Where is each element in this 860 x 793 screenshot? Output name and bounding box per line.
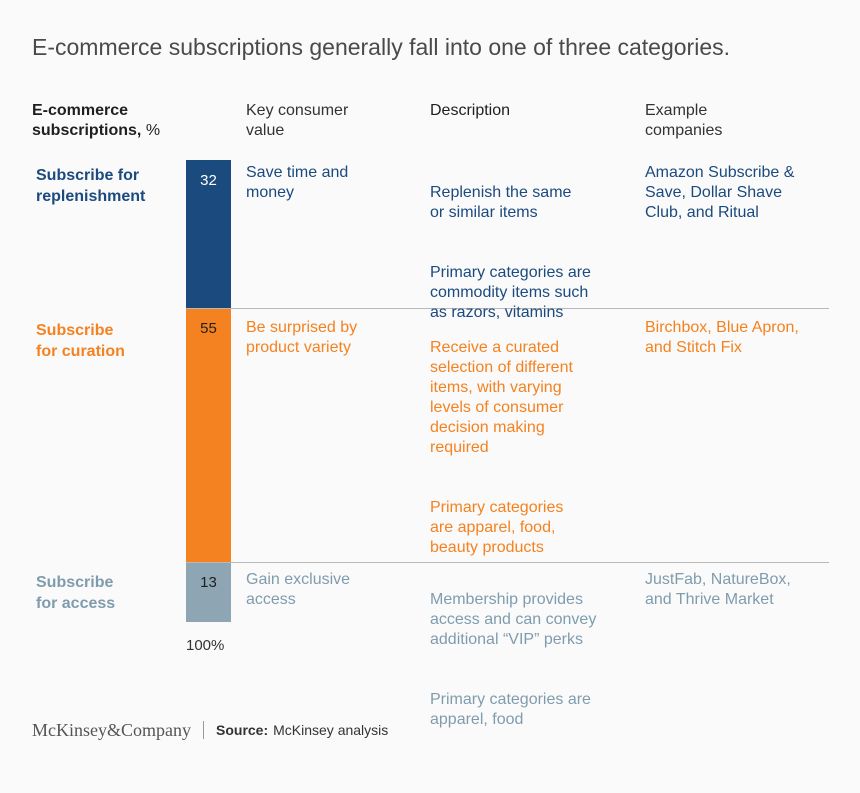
description-paragraph: Primary categories are apparel, food, be… (430, 499, 564, 556)
row-label-replenishment: Subscribe for replenishment (36, 167, 146, 205)
bar-value-curation: 55 (200, 319, 217, 337)
mckinsey-logo: McKinsey&Company (32, 719, 191, 740)
header-subscriptions-unit: % (145, 122, 161, 139)
row-examples-curation: Birchbox, Blue Apron, and Stitch Fix (645, 319, 799, 356)
footer-separator (203, 721, 204, 739)
description-paragraph: Membership provides access and can conve… (430, 591, 597, 648)
header-subscriptions-text: E-commerce subscriptions, (32, 102, 142, 139)
row-label-access: Subscribe for access (36, 574, 116, 612)
row-description-access: Membership provides access and can conve… (430, 570, 596, 750)
source-text: McKinsey analysis (273, 722, 389, 738)
source-note: Source: McKinsey analysis (216, 722, 388, 738)
row-value-curation: Be surprised by product variety (246, 319, 358, 356)
row-examples-access: JustFab, NatureBox, and Thrive Market (645, 571, 791, 608)
bar-total-label: 100% (186, 637, 225, 654)
description-paragraph: Primary categories are commodity items s… (430, 264, 591, 321)
row-description-curation: Receive a curated selection of different… (430, 318, 573, 578)
bar-segment-access: 13 (186, 561, 231, 622)
row-examples-replenishment: Amazon Subscribe & Save, Dollar Shave Cl… (645, 164, 795, 221)
header-description: Description (430, 102, 511, 119)
row-divider (186, 561, 829, 563)
row-value-replenishment: Save time and money (246, 164, 349, 201)
bar-segment-replenishment: 32 (186, 160, 231, 308)
source-label: Source: (216, 722, 269, 738)
header-example-companies: Example companies (645, 102, 723, 139)
row-description-replenishment: Replenish the same or similar items Prim… (430, 163, 591, 343)
bar-segment-curation: 55 (186, 307, 231, 562)
header-subscriptions: E-commerce subscriptions, % (32, 101, 160, 141)
row-label-curation: Subscribe for curation (36, 322, 125, 360)
bar-value-replenishment: 32 (200, 172, 217, 189)
header-key-consumer-value: Key consumer value (246, 102, 349, 139)
row-value-access: Gain exclusive access (246, 571, 351, 608)
footer: McKinsey&Company Source: McKinsey analysi… (32, 718, 388, 742)
description-paragraph: Receive a curated selection of different… (430, 339, 573, 456)
description-paragraph: Replenish the same or similar items (430, 184, 572, 221)
description-paragraph: Primary categories are apparel, food (430, 691, 591, 728)
chart-title: E-commerce subscriptions generally fall … (32, 34, 731, 60)
row-divider (186, 307, 829, 309)
bar-value-access: 13 (200, 573, 217, 591)
